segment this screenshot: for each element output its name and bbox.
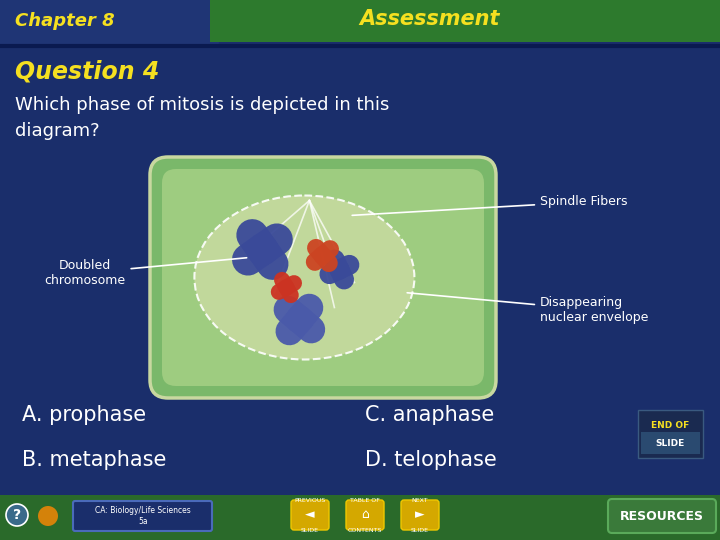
Text: B. metaphase: B. metaphase: [22, 450, 166, 470]
Text: CA: Biology/Life Sciences
5a: CA: Biology/Life Sciences 5a: [95, 506, 191, 526]
Text: TABLE OF: TABLE OF: [350, 498, 380, 503]
FancyBboxPatch shape: [162, 169, 484, 386]
Text: END OF: END OF: [651, 421, 689, 429]
Text: ⌂: ⌂: [361, 509, 369, 522]
Text: A. prophase: A. prophase: [22, 405, 146, 425]
Text: Spindle Fibers: Spindle Fibers: [352, 195, 628, 215]
Text: SLIDE: SLIDE: [655, 438, 685, 448]
FancyBboxPatch shape: [73, 501, 212, 531]
Text: Disappearing
nuclear envelope: Disappearing nuclear envelope: [408, 293, 649, 324]
Text: Chapter 8: Chapter 8: [15, 12, 114, 30]
Text: CONTENTS: CONTENTS: [348, 528, 382, 532]
Text: Assessment: Assessment: [360, 9, 500, 29]
FancyBboxPatch shape: [608, 499, 716, 533]
Text: SLIDE: SLIDE: [301, 528, 319, 532]
Circle shape: [6, 504, 28, 526]
Text: Doubled
chromosome: Doubled chromosome: [45, 258, 247, 287]
Text: Which phase of mitosis is depicted in this
diagram?: Which phase of mitosis is depicted in th…: [15, 97, 390, 139]
FancyBboxPatch shape: [401, 500, 439, 530]
Text: ►: ►: [415, 509, 425, 522]
Text: ◄: ◄: [305, 509, 315, 522]
FancyBboxPatch shape: [150, 157, 496, 398]
FancyBboxPatch shape: [638, 410, 703, 458]
Text: C. anaphase: C. anaphase: [365, 405, 494, 425]
FancyBboxPatch shape: [0, 495, 720, 540]
Text: RESOURCES: RESOURCES: [620, 510, 704, 523]
Text: PREVIOUS: PREVIOUS: [294, 498, 325, 503]
Circle shape: [38, 506, 58, 526]
Text: Question 4: Question 4: [15, 60, 159, 84]
FancyBboxPatch shape: [641, 432, 700, 454]
Text: ?: ?: [13, 508, 21, 522]
Text: SLIDE: SLIDE: [411, 528, 429, 532]
FancyBboxPatch shape: [0, 0, 219, 46]
Text: NEXT: NEXT: [412, 498, 428, 503]
Text: D. telophase: D. telophase: [365, 450, 497, 470]
FancyBboxPatch shape: [210, 0, 720, 42]
FancyBboxPatch shape: [346, 500, 384, 530]
Ellipse shape: [194, 195, 415, 360]
FancyBboxPatch shape: [291, 500, 329, 530]
